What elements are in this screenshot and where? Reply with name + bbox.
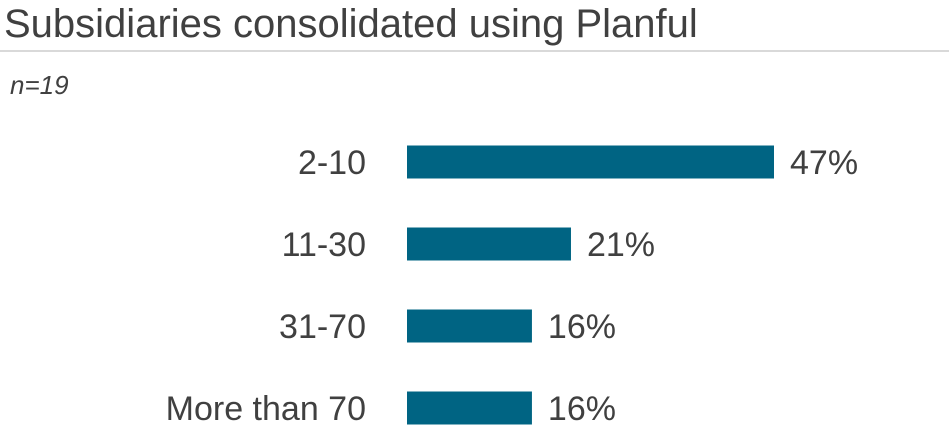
value-label: 47% bbox=[790, 144, 858, 182]
category-label: 31-70 bbox=[279, 308, 366, 346]
value-label: 16% bbox=[548, 308, 616, 346]
bar-more-than-70 bbox=[407, 391, 532, 425]
bars-layer: 2-10 47% 11-30 21% 31-70 16% More than 70 16% bbox=[166, 144, 858, 428]
bar-11-30 bbox=[407, 227, 571, 261]
bar-2-10 bbox=[407, 145, 774, 179]
category-label: 2-10 bbox=[298, 144, 366, 182]
value-label: 16% bbox=[548, 390, 616, 428]
category-label: More than 70 bbox=[166, 390, 366, 428]
title-divider bbox=[0, 50, 949, 52]
category-label: 11-30 bbox=[282, 226, 366, 264]
chart-title: Subsidiaries consolidated using Planful bbox=[4, 2, 698, 46]
sample-size-label: n=19 bbox=[10, 70, 69, 100]
bar-31-70 bbox=[407, 309, 532, 343]
value-label: 21% bbox=[587, 226, 655, 264]
